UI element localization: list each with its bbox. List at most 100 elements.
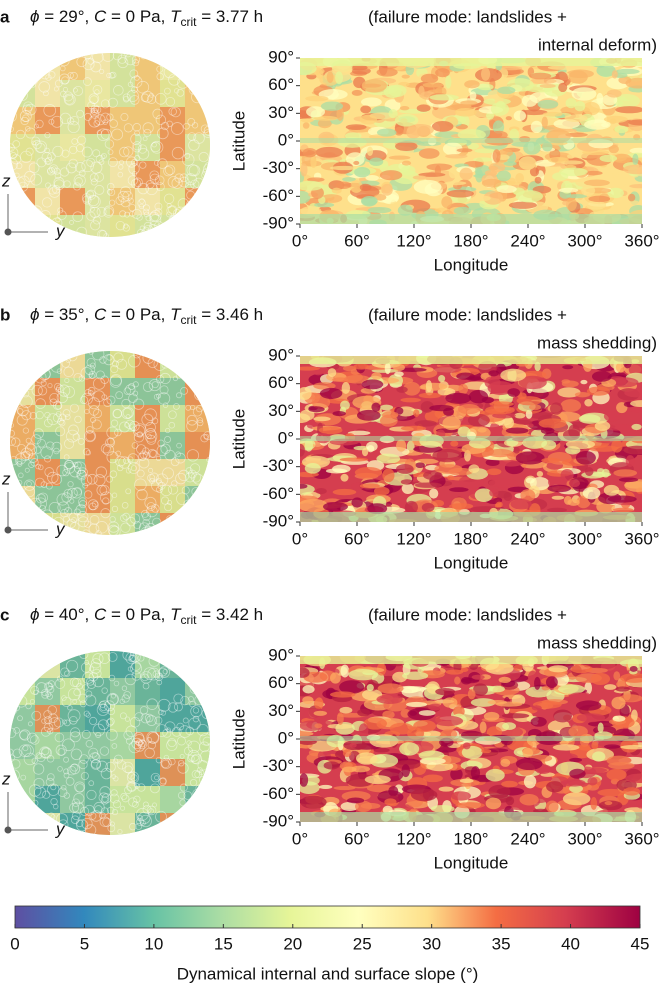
title-part: = 3.42 h — [196, 605, 263, 624]
map-blotch — [565, 114, 588, 122]
particle — [12, 783, 17, 788]
map-blotch — [308, 406, 324, 412]
map-blotch — [376, 695, 402, 704]
map-blotch — [426, 380, 432, 392]
map-blotch — [580, 380, 587, 384]
patch — [185, 432, 210, 459]
map-blotch — [468, 689, 476, 700]
y-axis-label: Latitude — [229, 111, 248, 172]
colorbar-tick-label: 20 — [283, 934, 302, 953]
particle — [10, 802, 20, 812]
map-blotch — [468, 464, 479, 473]
particle — [8, 354, 13, 359]
particle — [152, 348, 162, 358]
map-blotch — [600, 155, 618, 162]
map-blotch — [402, 75, 410, 79]
particle — [201, 60, 212, 71]
map-blotch — [550, 402, 563, 414]
particle — [66, 234, 70, 238]
map-blotch — [417, 104, 431, 112]
map-blotch — [455, 108, 477, 117]
map-blotch — [569, 479, 580, 487]
map-blotch — [296, 668, 310, 678]
particle — [6, 682, 17, 693]
particle — [199, 75, 210, 86]
map-blotch — [553, 744, 580, 750]
map-blotch — [473, 195, 491, 201]
map-blotch — [401, 165, 416, 175]
y-tick-label: 90° — [268, 47, 294, 66]
y-tick-label: 0° — [278, 728, 294, 747]
panel-title: ϕ = 40°, C = 0 Pa, Tcrit = 3.42 h — [30, 605, 263, 627]
particle — [152, 653, 158, 659]
polar-band — [300, 356, 642, 364]
map-blotch — [377, 68, 398, 77]
map-blotch — [615, 686, 630, 691]
patch — [185, 813, 210, 840]
map-blotch — [547, 508, 567, 512]
map-blotch — [366, 442, 378, 452]
particle — [179, 53, 183, 57]
map-blotch — [298, 387, 312, 400]
particle — [194, 369, 202, 377]
title-part: = 40°, — [39, 605, 94, 624]
patch — [110, 732, 135, 759]
particle — [191, 220, 195, 224]
x-tick-label: 240° — [510, 529, 545, 548]
x-tick-label: 300° — [567, 529, 602, 548]
particle — [28, 663, 39, 674]
panel: cϕ = 40°, C = 0 Pa, Tcrit = 3.42 h(failu… — [0, 605, 660, 872]
title-part: = 0 Pa, — [106, 7, 170, 26]
patch — [35, 53, 60, 80]
x-axis-label: Longitude — [434, 853, 509, 872]
particle — [7, 371, 15, 379]
particle — [197, 198, 209, 210]
map-blotch — [473, 157, 493, 161]
map-blotch — [355, 467, 382, 478]
particle — [193, 662, 201, 670]
patch — [10, 513, 35, 540]
map-blotch — [496, 185, 516, 193]
particle — [39, 653, 49, 663]
particle — [192, 655, 202, 665]
map-blotch — [501, 781, 518, 788]
map-blotch — [516, 758, 543, 770]
particle — [43, 54, 49, 60]
map-blotch — [535, 177, 542, 184]
axis-origin — [5, 827, 12, 834]
map-blotch — [604, 684, 616, 690]
particle — [23, 520, 32, 529]
map-blotch — [608, 495, 637, 502]
y-tick-label: -30° — [263, 756, 294, 775]
map-blotch — [563, 792, 591, 805]
axis-origin — [5, 527, 12, 534]
patch — [185, 188, 210, 215]
map-blotch — [584, 180, 610, 187]
particle — [170, 64, 177, 71]
map-blotch — [540, 84, 556, 88]
map-blotch — [422, 83, 443, 88]
x-tick-label: 60° — [344, 231, 370, 250]
map-blotch — [353, 364, 369, 370]
particle — [19, 59, 24, 64]
map-blotch — [388, 109, 397, 118]
map-blotch — [523, 141, 540, 154]
map-blotch — [569, 758, 582, 762]
map-blotch — [299, 773, 308, 787]
particle — [138, 350, 144, 356]
colorbar-tick-label: 25 — [353, 934, 372, 953]
map-blotch — [484, 712, 500, 721]
particle — [141, 54, 146, 59]
particle — [196, 79, 202, 85]
map-blotch — [360, 105, 371, 113]
particle — [10, 190, 18, 198]
map-blotch — [612, 70, 618, 78]
colorbar-tick-label: 45 — [631, 934, 650, 953]
map-blotch — [435, 68, 450, 77]
particle — [30, 678, 34, 682]
title-part: ϕ — [30, 7, 39, 26]
map-blotch — [415, 482, 442, 488]
map-blotch — [491, 408, 511, 412]
particle — [41, 655, 48, 662]
map-blotch — [365, 775, 391, 784]
